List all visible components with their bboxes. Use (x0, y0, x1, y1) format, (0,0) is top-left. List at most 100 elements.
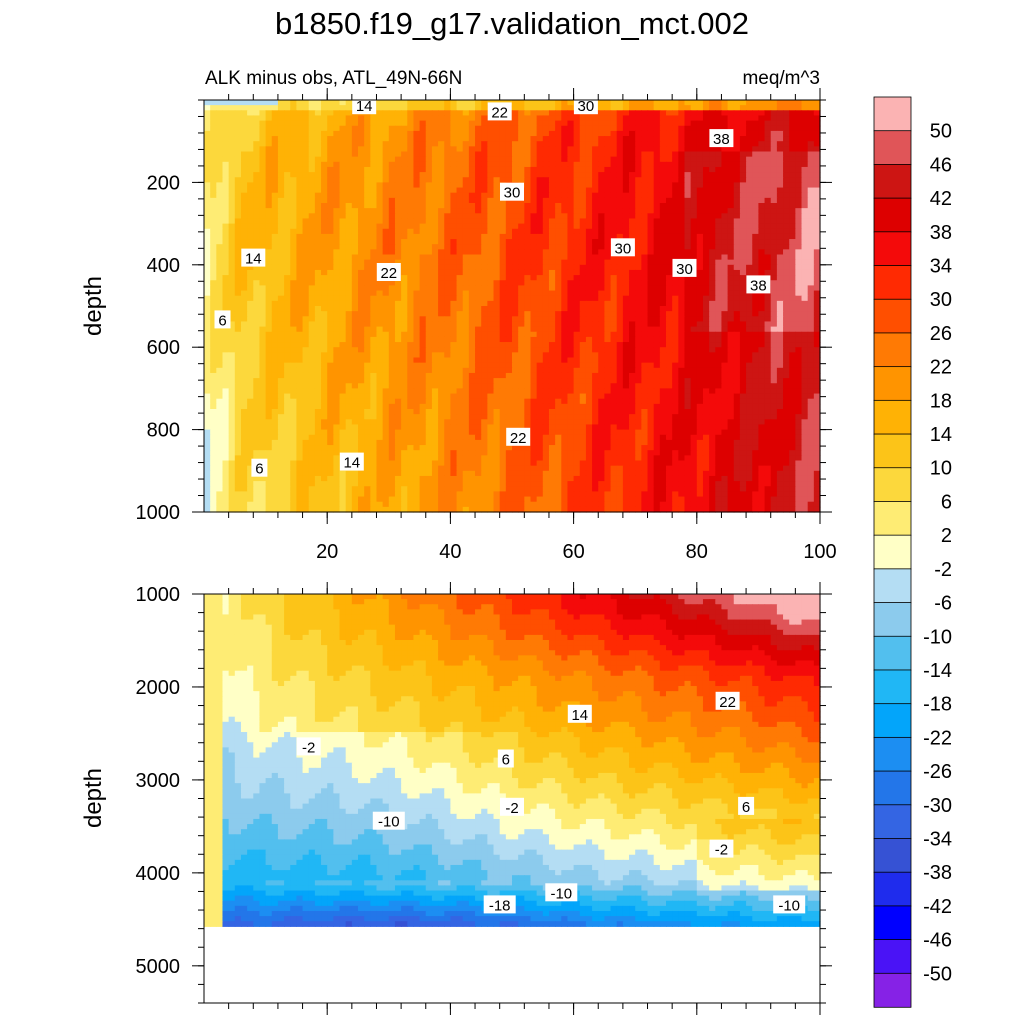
contour-cell (284, 244, 291, 250)
contour-cell (813, 285, 821, 292)
contour-cell (678, 192, 686, 199)
contour-cell (450, 110, 458, 117)
contour-cell (524, 177, 532, 183)
contour-cell (407, 254, 415, 261)
contour-cell (351, 311, 359, 317)
contour-cell (382, 156, 390, 163)
contour-cell (801, 166, 809, 173)
contour-cell (524, 100, 532, 106)
contour-cell (204, 321, 211, 328)
contour-cell (635, 105, 642, 111)
contour-cell (345, 295, 353, 302)
contour-cell (542, 125, 550, 132)
contour-cell (456, 110, 464, 117)
contour-cell (684, 306, 692, 312)
contour-cell (733, 136, 741, 142)
contour-cell (253, 336, 261, 343)
contour-cell (709, 259, 716, 266)
contour-cell (204, 285, 211, 292)
contour-cell (666, 347, 673, 353)
contour-cell (592, 249, 599, 256)
contour-cell (641, 244, 649, 250)
contour-cell (727, 254, 735, 261)
contour-cell (715, 275, 723, 281)
contour-cell (616, 336, 624, 343)
contour-cell (635, 228, 642, 235)
contour-cell (678, 223, 686, 230)
contour-cell (567, 280, 575, 286)
contour-cell (376, 290, 384, 297)
contour-cell (512, 146, 519, 153)
contour-cell (271, 352, 279, 359)
contour-cell (204, 233, 211, 240)
contour-cell (345, 352, 353, 359)
contour-cell (635, 218, 642, 225)
contour-cell (438, 151, 445, 158)
contour-cell (721, 146, 729, 153)
contour-cell (462, 213, 470, 220)
contour-cell (622, 300, 630, 307)
contour-cell (733, 100, 741, 106)
contour-cell (739, 275, 747, 281)
contour-cell (419, 244, 427, 250)
contour-cell (499, 295, 507, 302)
contour-cell (271, 244, 279, 250)
contour-cell (592, 146, 599, 153)
contour-cell (450, 187, 458, 194)
contour-cell (505, 331, 513, 338)
contour-cell (733, 172, 741, 178)
contour-cell (407, 228, 415, 235)
contour-cell (450, 300, 458, 307)
contour-cell (290, 130, 297, 137)
contour-cell (752, 156, 759, 163)
contour-cell (444, 187, 451, 194)
contour-cell (333, 105, 341, 111)
contour-cell (776, 187, 784, 194)
contour-cell (290, 166, 297, 173)
contour-cell (629, 316, 636, 323)
contour-cell (696, 110, 704, 117)
contour-cell (327, 275, 334, 281)
contour-cell (296, 100, 304, 106)
contour-cell (253, 300, 261, 307)
contour-cell (382, 136, 390, 142)
contour-cell (216, 331, 224, 338)
contour-cell (265, 141, 273, 147)
contour-cell (228, 239, 236, 245)
contour-cell (468, 187, 476, 194)
contour-cell (561, 130, 569, 137)
contour-cell (733, 115, 741, 122)
contour-cell (431, 269, 439, 276)
contour-cell (228, 228, 236, 235)
contour-cell (462, 203, 470, 209)
contour-cell (567, 192, 575, 199)
contour-cell (240, 316, 248, 323)
contour-cell (450, 125, 458, 132)
contour-cell (444, 100, 451, 106)
contour-cell (807, 336, 815, 343)
contour-cell (487, 218, 495, 225)
contour-cell (240, 342, 248, 348)
contour-cell (462, 290, 470, 297)
contour-cell (450, 295, 458, 302)
contour-cell (641, 105, 649, 111)
contour-cell (228, 172, 236, 178)
contour-cell (493, 295, 501, 302)
contour-cell (271, 321, 279, 328)
contour-cell (567, 166, 575, 173)
contour-cell (345, 264, 353, 271)
contour-cell (493, 264, 501, 271)
contour-cell (598, 177, 605, 183)
contour-cell (758, 166, 766, 173)
contour-cell (641, 285, 649, 292)
contour-cell (548, 228, 556, 235)
contour-cell (425, 264, 433, 271)
contour-cell (401, 208, 408, 214)
contour-cell (284, 110, 291, 117)
contour-cell (438, 295, 445, 302)
contour-cell (481, 177, 488, 183)
contour-cell (481, 151, 488, 158)
contour-cell (801, 295, 809, 302)
contour-cell (518, 249, 525, 256)
contour-cell (629, 197, 636, 204)
